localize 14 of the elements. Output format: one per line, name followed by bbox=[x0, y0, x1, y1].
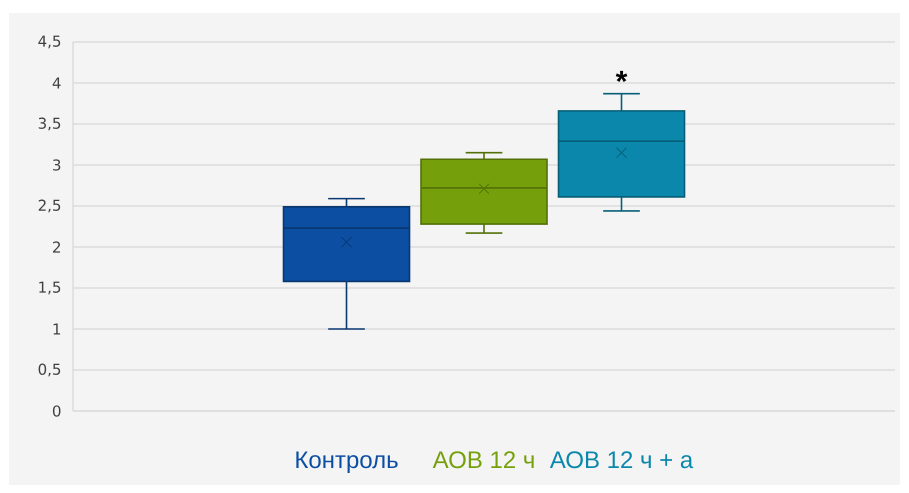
y-tick-label: 1 bbox=[54, 324, 60, 334]
annotation: * bbox=[616, 70, 628, 82]
y-tick-label: 2 bbox=[53, 241, 60, 253]
y-tick-label: 4,5 bbox=[38, 36, 60, 48]
text: Контроль bbox=[296, 451, 398, 473]
y-tick-label: 2,5 bbox=[38, 200, 60, 212]
y-tick-label: 1,5 bbox=[39, 282, 60, 294]
text: АОВ 12 ч + а bbox=[550, 451, 694, 468]
y-tick-label: 0 bbox=[52, 405, 60, 417]
y-tick-label: 3 bbox=[53, 159, 60, 171]
text: АОВ 12 ч bbox=[432, 451, 534, 468]
y-tick-label: 0,5 bbox=[38, 364, 60, 376]
y-tick-label: 4 bbox=[52, 78, 61, 88]
y-tick-label: 3,5 bbox=[38, 118, 60, 130]
